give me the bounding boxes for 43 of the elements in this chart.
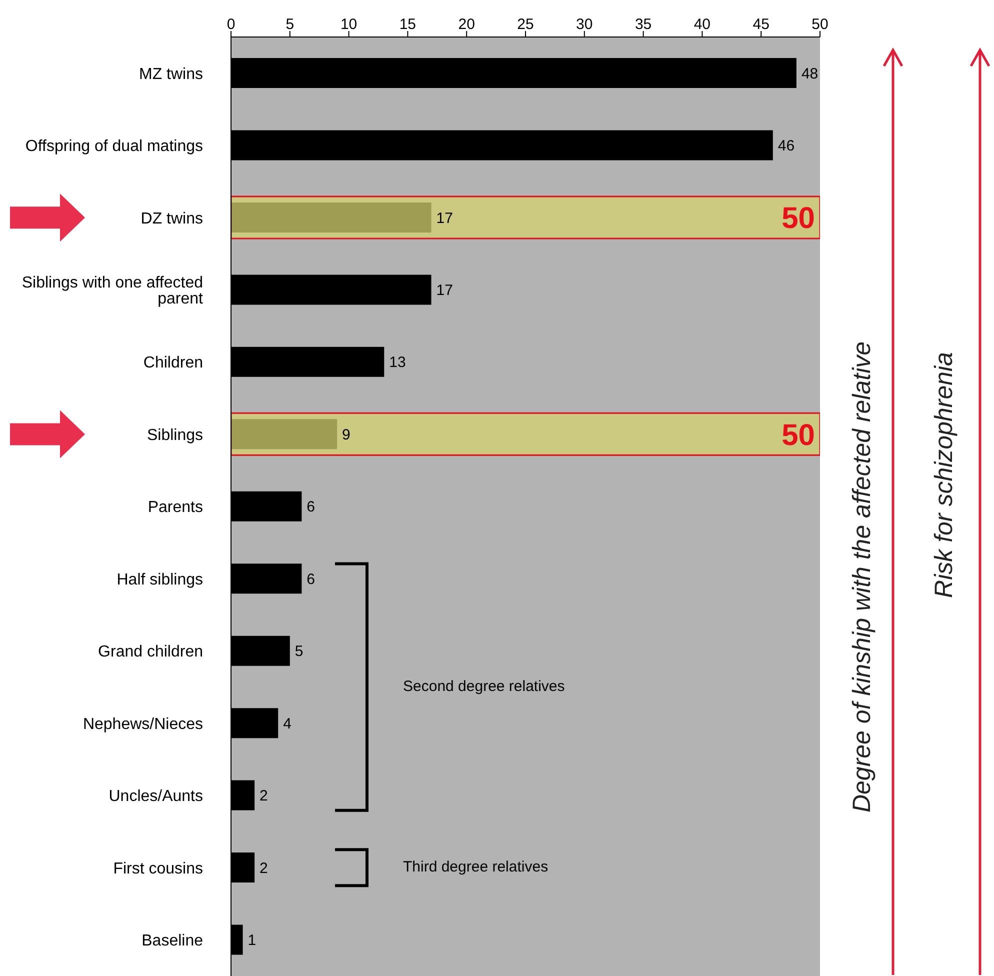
data-label: 17: [436, 210, 453, 227]
data-label: 2: [260, 788, 268, 805]
y-tick-label: Parents: [148, 499, 203, 516]
y-tick-label: Offspring of dual matings: [25, 138, 203, 156]
x-tick-label: 40: [694, 16, 711, 33]
data-label: 6: [306, 498, 316, 516]
text: Degree of kinship with the affected relative: [848, 341, 876, 813]
data-label: 2: [260, 860, 268, 877]
y-tick-label: Half siblings: [116, 571, 203, 588]
y-tick-label: Children: [143, 354, 203, 372]
text: Risk for schizophrenia: [930, 352, 958, 598]
data-label: 4: [283, 715, 292, 732]
x-tick-label: 15: [399, 16, 416, 33]
x-tick-label: 30: [576, 16, 593, 33]
x-tick-label: 50: [812, 16, 828, 33]
x-tick-label: 45: [752, 16, 770, 33]
x-tick-label: 5: [286, 16, 294, 33]
annotation: Third degree relatives: [403, 858, 548, 876]
data-label: 1: [248, 932, 256, 950]
data-label: 17: [436, 282, 453, 300]
y-tick-label: Grand children: [98, 644, 203, 661]
y-tick-label: Siblings: [146, 426, 203, 444]
y-tick-label: Uncles/Aunts: [108, 788, 203, 806]
data-label: 46: [778, 138, 795, 155]
data-label: 9: [342, 426, 350, 444]
data-label: 50: [782, 202, 815, 236]
y-tick-label: Siblings with one affected parent: [22, 274, 204, 308]
y-tick-label: MZ twins: [139, 66, 203, 83]
data-label: 13: [389, 354, 406, 372]
x-tick-label: 0: [226, 16, 236, 33]
y-tick-label: Baseline: [142, 932, 204, 950]
x-tick-label: 20: [458, 16, 475, 33]
x-tick-label: 25: [517, 16, 534, 33]
data-label: 50: [782, 418, 815, 452]
y-tick-label: First cousins: [113, 860, 203, 878]
annotation: Second degree relatives: [403, 678, 565, 696]
y-tick-label: Nephews/Nieces: [82, 716, 203, 733]
data-label: 5: [294, 643, 304, 660]
data-label: 48: [801, 65, 818, 82]
y-tick-label: DZ twins: [140, 210, 203, 228]
x-tick-label: 35: [634, 16, 652, 33]
data-label: 6: [306, 570, 316, 588]
x-tick-label: 10: [340, 16, 358, 33]
